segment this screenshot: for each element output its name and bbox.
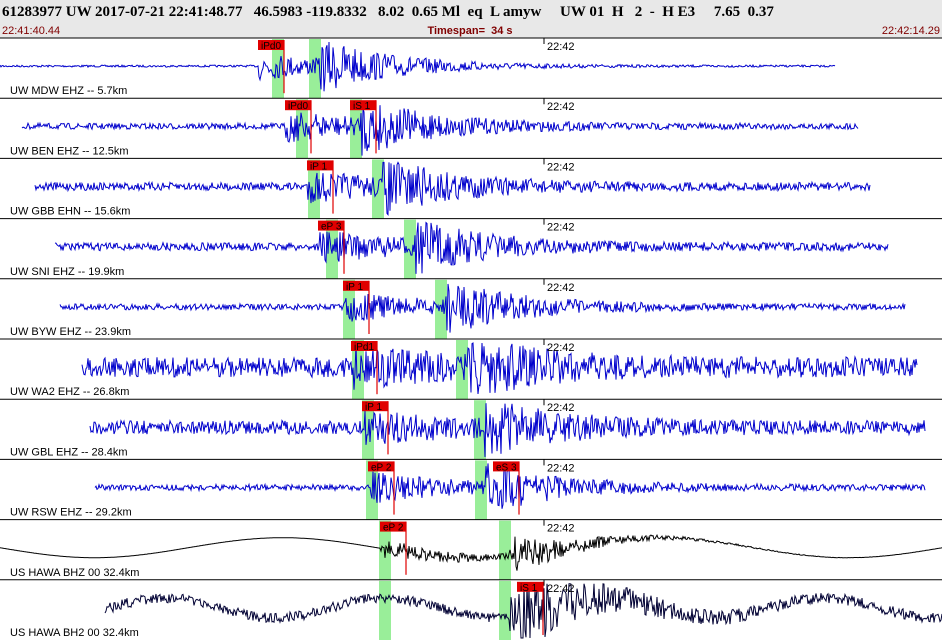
waveform [54, 221, 889, 274]
waveform [89, 403, 926, 458]
waveform [104, 583, 942, 639]
predicted-phase-band [343, 279, 355, 339]
pick-label: iS 1 [520, 583, 538, 594]
pick-flag [307, 160, 333, 171]
pick-flag [285, 100, 311, 111]
predicted-phase-band [379, 580, 391, 640]
pick-label: iS 1 [353, 101, 371, 112]
predicted-phase-band [475, 460, 487, 520]
waveform [81, 342, 918, 395]
pick-label: iP 1 [365, 402, 382, 413]
time-mark: 22:42 [547, 402, 575, 414]
trace-label: UW GBL EHZ -- 28.4km [10, 446, 128, 458]
pick-label: iP 1 [346, 282, 363, 293]
trace-label: UW BYW EHZ -- 23.9km [10, 326, 131, 338]
header-bg [0, 0, 942, 38]
pick-flag [362, 401, 388, 412]
pick-label: eP 3 [321, 222, 342, 233]
pick-label: iPd0 [261, 41, 281, 52]
predicted-phase-band [350, 99, 362, 159]
time-mark: 22:42 [547, 222, 575, 234]
end-time: 22:42:14.29 [882, 25, 940, 37]
trace-label: US HAWA BH2 00 32.4km [10, 627, 139, 639]
trace-label: UW BEN EHZ -- 12.5km [10, 145, 129, 157]
trace-label: UW SNI EHZ -- 19.9km [10, 266, 124, 278]
pick-label: eP 2 [383, 523, 404, 534]
time-mark: 22:42 [547, 342, 575, 354]
predicted-phase-band [499, 580, 511, 640]
trace-label: UW RSW EHZ -- 29.2km [10, 507, 132, 519]
pick-label: iPd1 [354, 342, 374, 353]
trace-label: UW MDW EHZ -- 5.7km [10, 85, 127, 97]
waveform [94, 463, 926, 509]
pick-label: iPd0 [288, 101, 308, 112]
pick-flag [517, 581, 543, 592]
predicted-phase-band [456, 340, 468, 400]
waveform [34, 161, 871, 216]
time-mark: 22:42 [547, 523, 575, 535]
time-mark: 22:42 [547, 583, 575, 595]
waveform [59, 283, 906, 333]
pick-flag [368, 461, 394, 472]
predicted-phase-band [296, 99, 308, 159]
trace-label: UW GBB EHN -- 15.6km [10, 206, 130, 218]
predicted-phase-band [352, 340, 364, 400]
time-mark: 22:42 [547, 462, 575, 474]
pick-label: eP 2 [371, 462, 392, 473]
waveform [0, 41, 836, 92]
pick-label: eS 3 [496, 462, 517, 473]
pick-flag [380, 521, 406, 532]
predicted-phase-band [499, 520, 511, 580]
pick-flag [351, 341, 377, 351]
start-time: 22:41:40.44 [2, 25, 60, 37]
predicted-phase-band [404, 219, 416, 279]
time-mark: 22:42 [547, 282, 575, 294]
waveform [0, 534, 942, 571]
time-mark: 22:42 [547, 101, 575, 113]
pick-label: iP 1 [310, 161, 327, 172]
event-line: 61283977 UW 2017-07-21 22:41:48.77 46.59… [2, 4, 774, 20]
waveform [21, 105, 859, 156]
pick-flag [258, 40, 284, 50]
trace-label: US HAWA BHZ 00 32.4km [10, 567, 139, 579]
pick-flag [350, 100, 376, 111]
time-mark: 22:42 [547, 41, 575, 53]
pick-flag [493, 461, 519, 472]
time-mark: 22:42 [547, 161, 575, 173]
predicted-phase-band [272, 39, 284, 99]
trace-label: UW WA2 EHZ -- 26.8km [10, 386, 129, 398]
pick-flag [318, 220, 344, 231]
timespan: Timespan= 34 s [427, 25, 512, 37]
pick-flag [343, 280, 369, 291]
predicted-phase-band [379, 520, 391, 580]
predicted-phase-band [435, 279, 447, 339]
